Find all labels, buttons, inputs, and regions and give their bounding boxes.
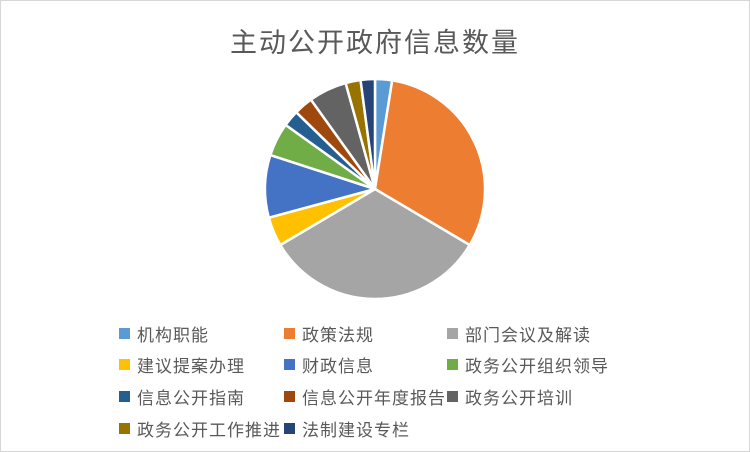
legend-item: 法制建设专栏 — [284, 418, 410, 441]
legend-item: 政务公开培训 — [447, 386, 573, 409]
legend-label: 法制建设专栏 — [302, 420, 410, 441]
legend-item: 政务公开工作推进 — [119, 418, 281, 441]
legend-label: 政务公开组织领导 — [465, 356, 609, 377]
legend-label: 政务公开工作推进 — [137, 420, 281, 441]
legend-swatch — [284, 358, 295, 370]
legend-item: 信息公开年度报告 — [284, 386, 446, 409]
legend-label: 政策法规 — [302, 325, 374, 346]
legend-item: 机构职能 — [119, 323, 209, 346]
legend-swatch — [119, 390, 130, 402]
legend-label: 信息公开年度报告 — [302, 388, 446, 409]
legend-item: 部门会议及解读 — [447, 323, 591, 346]
legend-item: 政策法规 — [284, 323, 374, 346]
legend-label: 信息公开指南 — [137, 388, 245, 409]
legend-label: 建议提案办理 — [137, 356, 245, 377]
legend-swatch — [119, 422, 130, 434]
legend-item: 建议提案办理 — [119, 354, 245, 377]
legend-swatch — [119, 327, 130, 339]
legend-swatch — [447, 358, 458, 370]
pie-chart — [263, 77, 487, 301]
legend-swatch — [284, 327, 295, 339]
pie-slice-2 — [279, 187, 471, 301]
legend-swatch — [447, 327, 458, 339]
legend-label: 部门会议及解读 — [465, 325, 591, 346]
legend-item: 财政信息 — [284, 354, 374, 377]
legend-swatch — [119, 358, 130, 370]
legend-swatch — [284, 390, 295, 402]
legend-item: 政务公开组织领导 — [447, 354, 609, 377]
legend-swatch — [447, 390, 458, 402]
legend-label: 政务公开培训 — [465, 388, 573, 409]
legend-label: 财政信息 — [302, 356, 374, 377]
legend-label: 机构职能 — [137, 325, 209, 346]
pie-slice-10 — [359, 77, 377, 191]
chart-title: 主动公开政府信息数量 — [230, 28, 520, 59]
legend-item: 信息公开指南 — [119, 386, 245, 409]
legend-swatch — [284, 422, 295, 434]
